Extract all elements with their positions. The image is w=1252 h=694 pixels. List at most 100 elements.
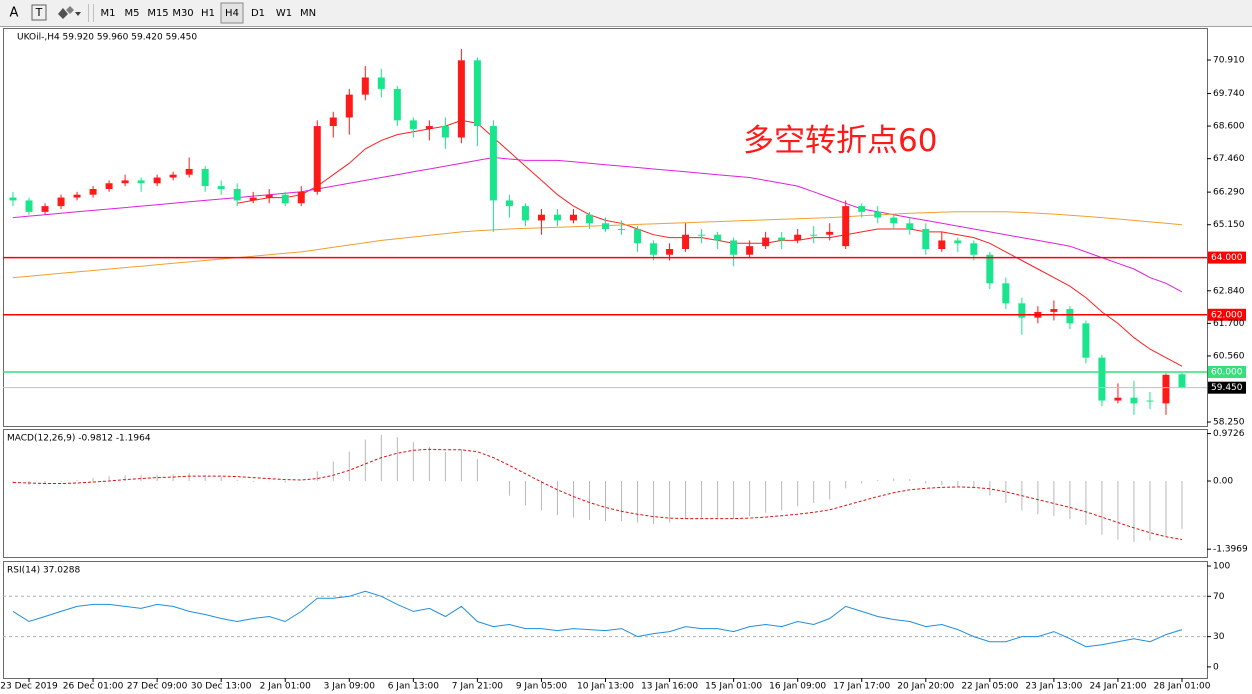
candle-body [137, 180, 145, 184]
x-tick-label: 7 Jan 21:00 [452, 682, 504, 692]
candle-body [922, 229, 930, 250]
candle-body [57, 197, 65, 207]
y-tick-label: 58.250 [1213, 417, 1245, 427]
candle-body [1098, 357, 1106, 401]
candle-body [730, 240, 738, 255]
candle-body [602, 223, 610, 230]
candle-body [986, 254, 994, 284]
x-tick-label: 16 Jan 09:00 [769, 682, 826, 692]
candle-body [1130, 397, 1138, 404]
candle-body [313, 126, 321, 192]
y-tick-label: 0 [1213, 662, 1219, 672]
candle-body [345, 94, 353, 118]
panel-title: UKOil-,H4 59.920 59.960 59.420 59.450 [17, 33, 197, 43]
candle-body [666, 249, 674, 255]
candle-body [650, 243, 658, 255]
candle-body [265, 194, 273, 198]
timeframe-button[interactable]: M30 [172, 8, 193, 19]
objects-tool[interactable] [58, 6, 81, 19]
panel-frame [3, 561, 1208, 679]
timeframe-active[interactable] [220, 2, 244, 24]
x-tick-label: 22 Jan 05:00 [961, 682, 1018, 692]
price-level-box [1208, 365, 1246, 378]
x-tick-label: 27 Dec 09:00 [127, 682, 188, 692]
panel-title: MACD(12,26,9) -0.9812 -1.1964 [7, 434, 151, 444]
candle-body [585, 214, 593, 224]
candle-body [970, 243, 978, 255]
price-level-box [1208, 381, 1246, 394]
candle-body [185, 168, 193, 175]
toolbar [0, 0, 1252, 26]
candle-body [618, 229, 626, 231]
label-tool[interactable]: T [35, 6, 43, 19]
candle-body [473, 60, 481, 127]
candle-body [249, 197, 257, 201]
candle-body [297, 191, 305, 204]
moving-average [12, 211, 1183, 279]
candle-body [329, 117, 337, 127]
candle-body [714, 234, 722, 241]
candle-body [1018, 303, 1026, 318]
candle-body [810, 234, 818, 236]
x-tick-label: 10 Jan 13:00 [577, 682, 634, 692]
y-tick-label: 60.560 [1213, 351, 1245, 361]
candle-body [281, 194, 289, 204]
candle-body [89, 188, 97, 195]
y-tick-label: 100 [1213, 562, 1230, 572]
timeframe-button[interactable]: M5 [125, 8, 140, 19]
candle-body [698, 234, 706, 236]
candle-body [393, 88, 401, 121]
timeframe-button[interactable]: H1 [201, 8, 215, 19]
macd-signal [12, 448, 1183, 541]
candle-body [441, 126, 449, 138]
y-tick-label: 67.460 [1213, 154, 1245, 164]
candle-body [457, 60, 465, 138]
candle-body [377, 77, 385, 89]
timeframe-button[interactable]: MN [300, 8, 316, 19]
x-tick-label: 24 Jan 21:00 [1089, 682, 1146, 692]
timeframe-button[interactable]: M1 [101, 8, 116, 19]
x-tick-label: 23 Dec 2019 [0, 682, 58, 692]
x-tick-label: 26 Dec 01:00 [63, 682, 124, 692]
y-tick-label: 70 [1213, 592, 1225, 602]
text-tool[interactable]: A [10, 6, 19, 21]
candle-body [105, 183, 113, 189]
annotation: 多空转折点60 [743, 123, 937, 159]
candle-body [41, 206, 49, 212]
candle-body [169, 174, 177, 178]
candle-body [361, 77, 369, 95]
candle-body [890, 217, 898, 224]
timeframe-button[interactable]: M15 [147, 8, 168, 19]
y-tick-label: 62.840 [1213, 286, 1245, 296]
timeframe-button[interactable]: W1 [276, 8, 292, 19]
x-tick-label: 17 Jan 17:00 [833, 682, 890, 692]
candle-body [826, 231, 834, 235]
candle-body [505, 200, 513, 207]
candle-body [906, 223, 914, 230]
rsi-line [12, 590, 1183, 648]
candle-body [201, 168, 209, 187]
price-level-box [1208, 251, 1246, 264]
y-tick-label: 61.700 [1213, 319, 1245, 329]
candle-body [521, 206, 529, 221]
candle-body [634, 229, 642, 244]
candle-body [762, 237, 770, 247]
candle-body [682, 234, 690, 250]
candle-body [746, 246, 754, 255]
candle-body [1002, 283, 1010, 304]
x-tick-label: 13 Jan 16:00 [641, 682, 698, 692]
timeframe-button[interactable]: H4 [225, 8, 239, 19]
timeframe-button[interactable]: D1 [251, 8, 265, 19]
y-tick-label: 66.290 [1213, 188, 1245, 198]
candle-body [217, 186, 225, 189]
label-tool-frame[interactable] [31, 4, 47, 21]
candle-body [1178, 374, 1186, 388]
candle-body [553, 214, 561, 221]
candle-body [25, 200, 33, 212]
moving-average [237, 119, 1183, 367]
x-tick-label: 20 Jan 20:00 [897, 682, 954, 692]
y-tick-label: 30 [1213, 632, 1225, 642]
y-tick-label: 0.9726 [1213, 429, 1245, 439]
